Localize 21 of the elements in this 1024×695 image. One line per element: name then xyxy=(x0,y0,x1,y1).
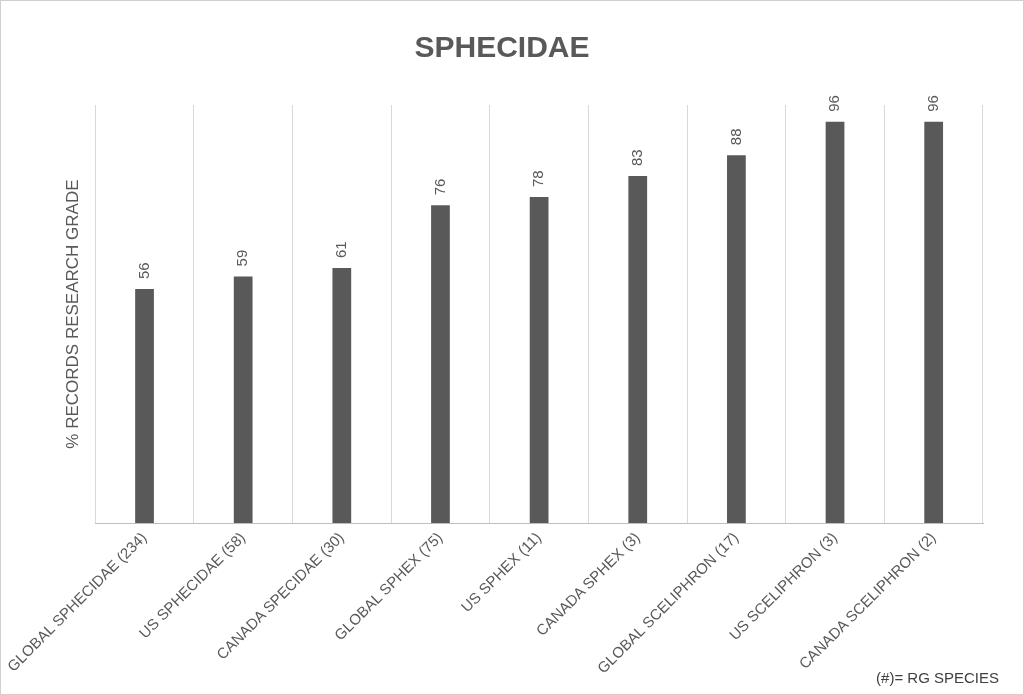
y-axis-title: % RECORDS RESEARCH GRADE xyxy=(62,179,82,449)
data-label: 76 xyxy=(430,178,448,196)
bar xyxy=(431,205,450,524)
bar xyxy=(332,268,352,524)
data-label: 88 xyxy=(726,128,744,146)
bar xyxy=(924,121,944,524)
bar xyxy=(825,121,845,524)
chart-title: SPHECIDAE xyxy=(414,30,590,64)
data-label: 59 xyxy=(233,249,251,267)
bar xyxy=(628,176,648,524)
bar xyxy=(135,288,154,524)
text: (#)= RG SPECIES xyxy=(876,668,999,686)
data-label: 83 xyxy=(627,149,645,167)
bar xyxy=(233,276,253,524)
data-label: 96 xyxy=(825,95,843,112)
data-label: 61 xyxy=(331,241,349,259)
data-label: 78 xyxy=(529,170,547,187)
data-label: 96 xyxy=(923,95,941,112)
data-label: 56 xyxy=(134,262,152,279)
bar xyxy=(727,155,746,524)
bar xyxy=(529,196,549,524)
